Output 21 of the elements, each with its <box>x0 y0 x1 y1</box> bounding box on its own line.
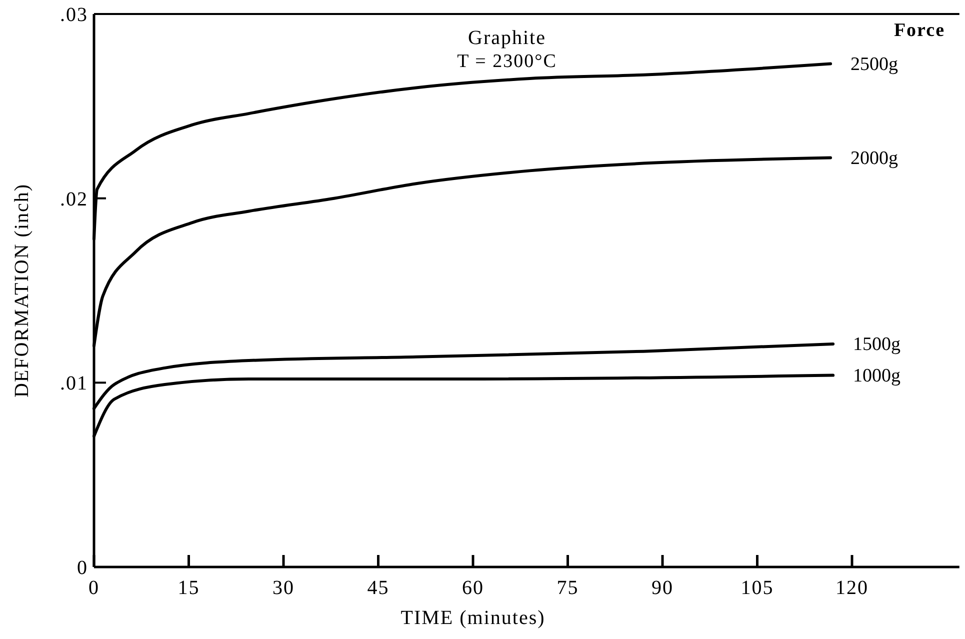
x-tick-label: 75 <box>556 577 579 599</box>
series-label: 1500g <box>853 334 902 355</box>
series-label: 2000g <box>850 148 899 169</box>
series-label: 1000g <box>853 365 902 386</box>
legend-title: Force <box>894 20 945 41</box>
x-tick-label: 15 <box>178 577 200 599</box>
x-tick-label: 30 <box>272 577 294 599</box>
x-axis-title: TIME (minutes) <box>400 607 546 629</box>
y-axis-title: DEFORMATION (inch) <box>11 183 33 398</box>
y-tick-label: 0 <box>77 557 88 579</box>
y-tick-label: .02 <box>60 188 88 210</box>
x-tick-label: 120 <box>836 577 868 599</box>
x-tick-label: 105 <box>740 577 774 599</box>
text: T = 2300°C <box>457 51 557 72</box>
x-tick-label: 90 <box>652 577 674 599</box>
x-tick-label: 60 <box>462 577 484 599</box>
y-tick-label: .03 <box>60 4 88 26</box>
x-tick-label: 45 <box>367 577 390 599</box>
text: Graphite <box>468 27 546 49</box>
series-label: 2500g <box>850 54 899 75</box>
y-tick-label: .01 <box>60 372 88 395</box>
